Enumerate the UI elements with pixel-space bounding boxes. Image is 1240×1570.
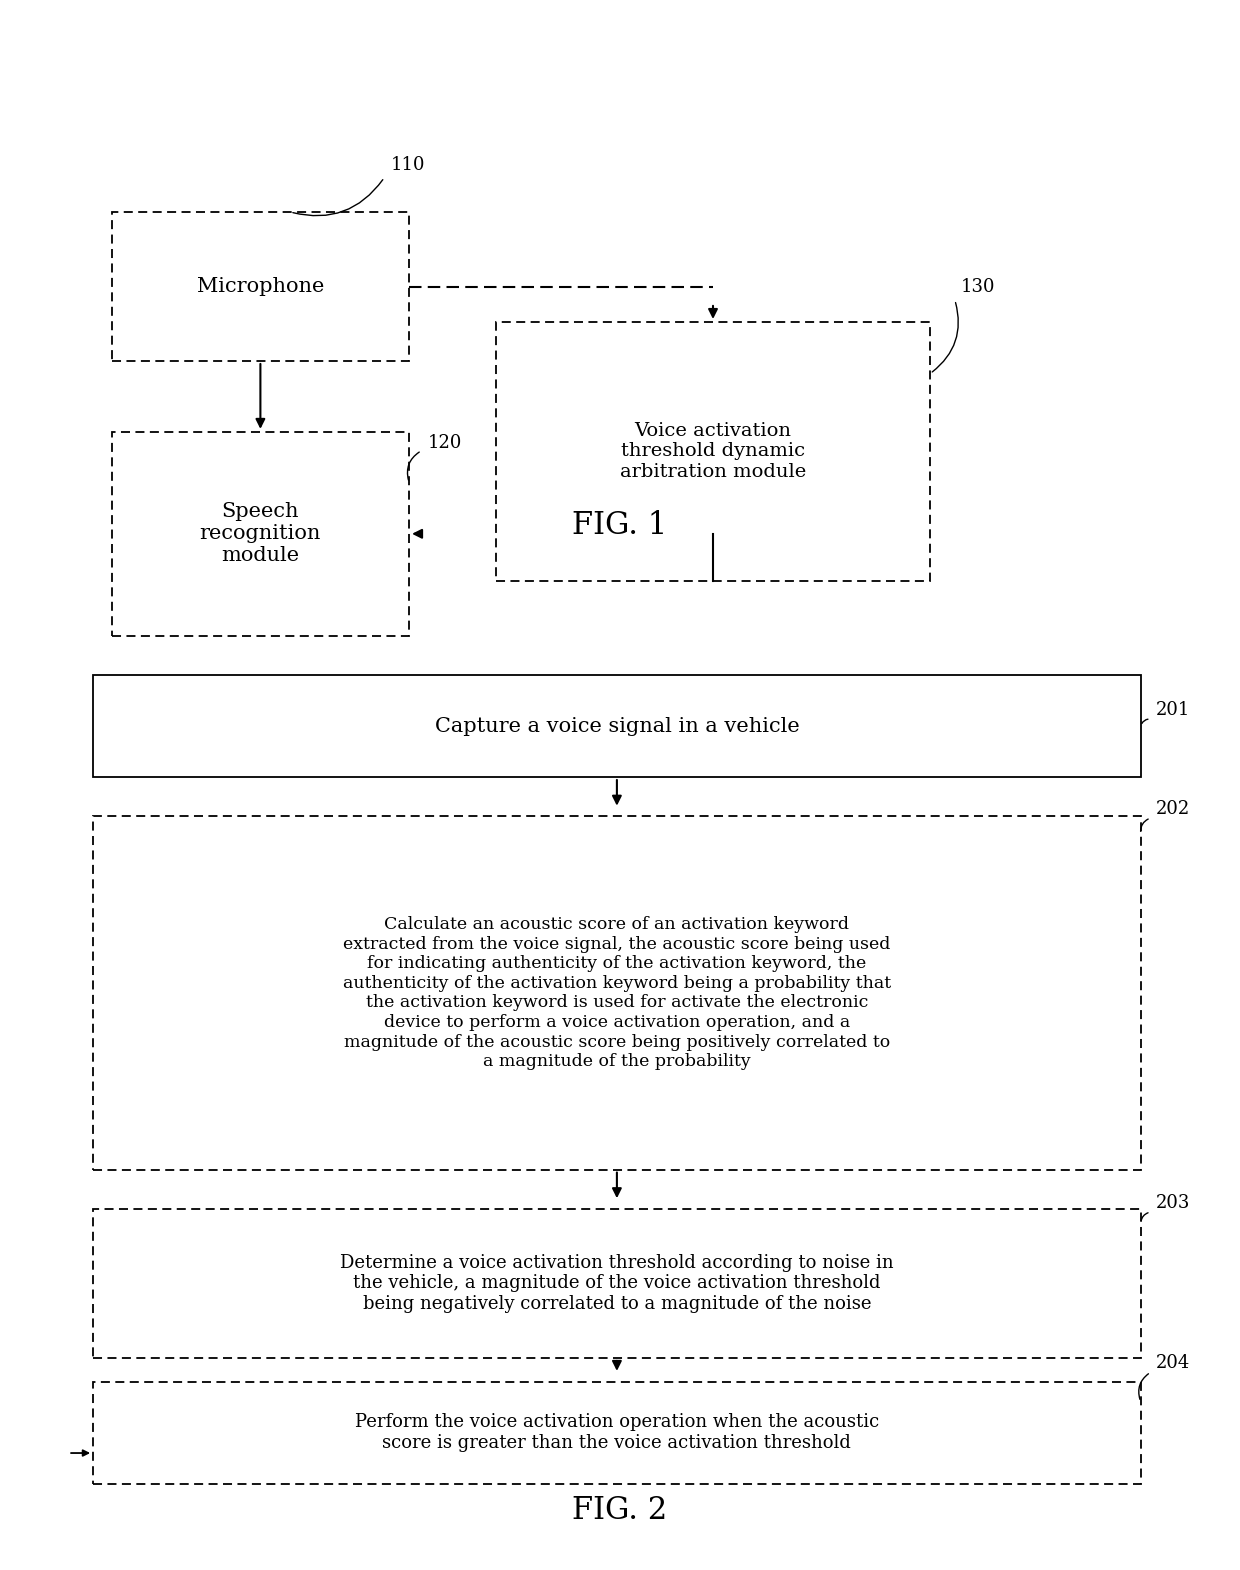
Text: 201: 201 [1156,700,1190,719]
Text: 130: 130 [961,278,996,297]
Bar [112,432,409,636]
Bar [93,816,1141,1170]
Bar [112,212,409,361]
Text: FIG. 1: FIG. 1 [573,510,667,542]
Text: Speech
recognition
module: Speech recognition module [200,502,321,565]
Bar [93,675,1141,777]
Text: FIG. 2: FIG. 2 [573,1495,667,1526]
Bar [93,1382,1141,1484]
Text: Voice activation
threshold dynamic
arbitration module: Voice activation threshold dynamic arbit… [620,422,806,480]
Text: Determine a voice activation threshold according to noise in
the vehicle, a magn: Determine a voice activation threshold a… [340,1254,894,1313]
Text: 203: 203 [1156,1193,1190,1212]
Text: 202: 202 [1156,799,1190,818]
Bar [93,1209,1141,1358]
Bar [496,322,930,581]
Text: Calculate an acoustic score of an activation keyword
extracted from the voice si: Calculate an acoustic score of an activa… [342,915,892,1071]
Text: Microphone: Microphone [197,276,324,297]
Text: 204: 204 [1156,1353,1190,1372]
Text: 110: 110 [391,155,425,174]
Text: 120: 120 [428,433,463,452]
Text: Capture a voice signal in a vehicle: Capture a voice signal in a vehicle [434,716,800,736]
Text: Perform the voice activation operation when the acoustic
score is greater than t: Perform the voice activation operation w… [355,1413,879,1452]
